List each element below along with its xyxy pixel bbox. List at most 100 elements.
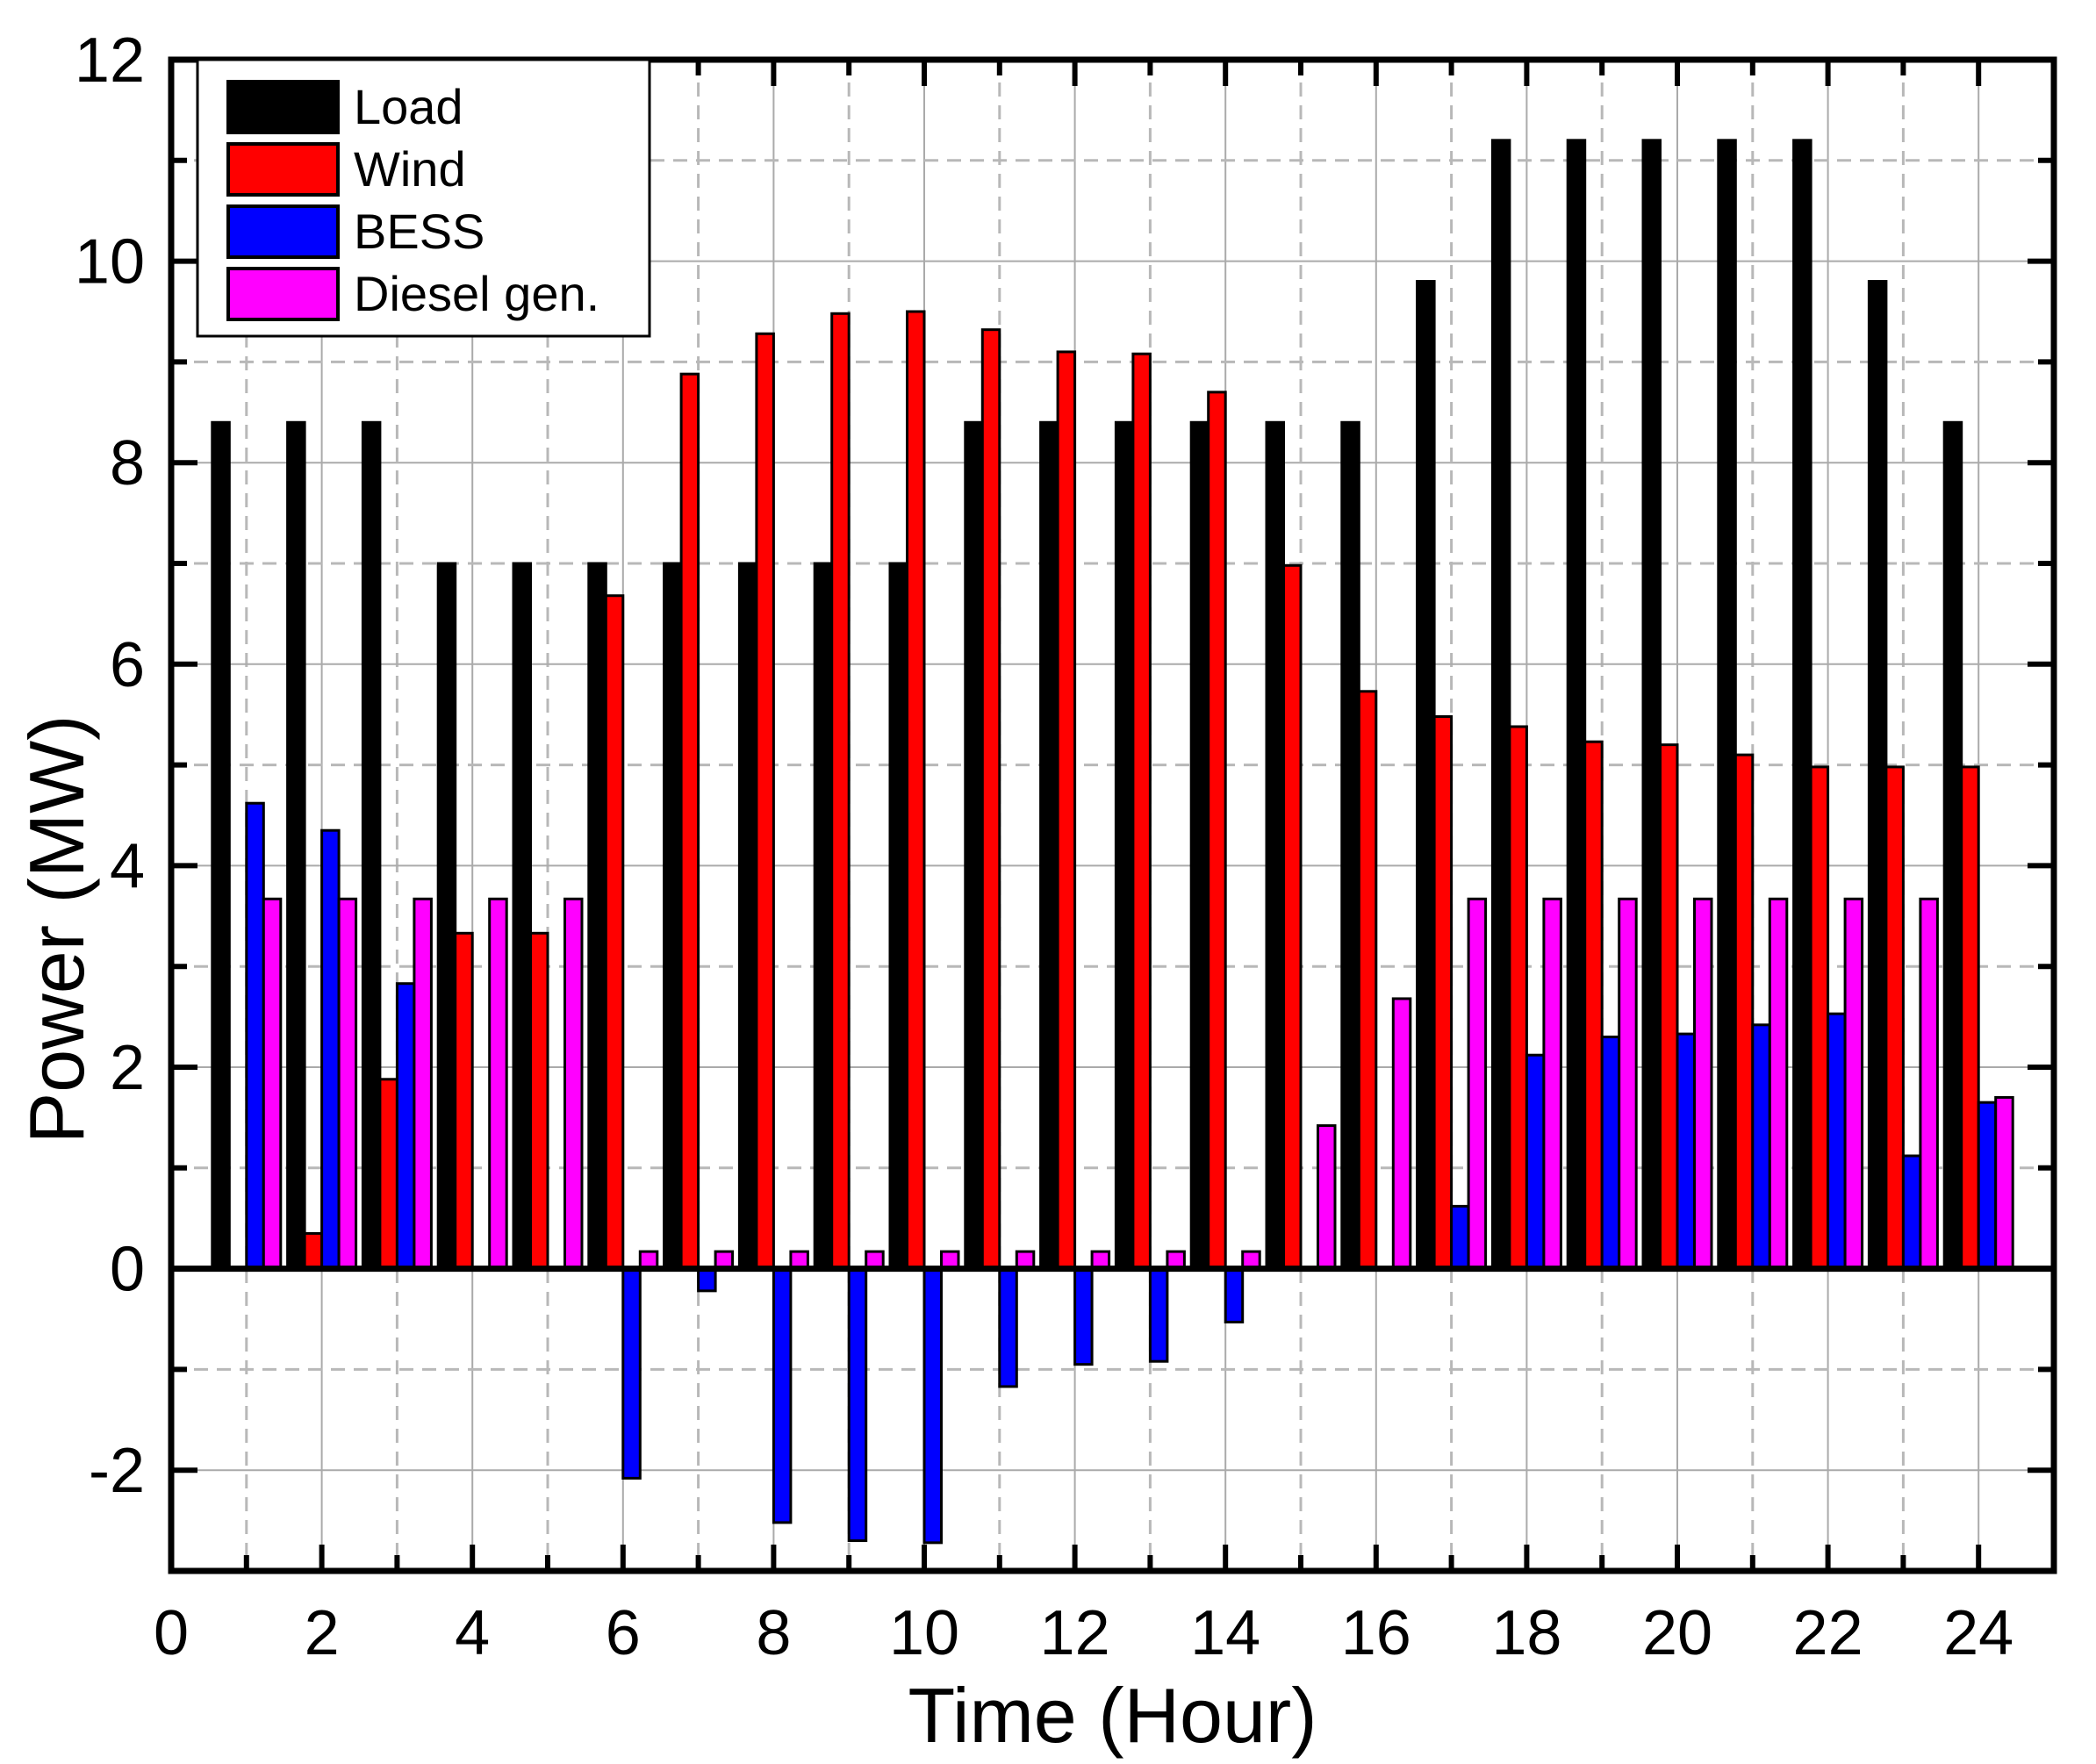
bar-bess-hour-1: [245, 801, 265, 1271]
bar-diesel-gen-hour-18: [1542, 897, 1562, 1271]
bar-load-hour-5: [512, 562, 532, 1271]
x-tick-label: 0: [154, 1598, 189, 1668]
bar-load-hour-23: [1867, 280, 1888, 1271]
bar-wind-hour-2: [303, 1231, 324, 1271]
bar-load-hour-8: [737, 562, 758, 1271]
bar-bess-hour-11: [998, 1267, 1018, 1388]
bar-bess-hour-24: [1977, 1101, 1998, 1271]
x-tick-label: 18: [1491, 1598, 1561, 1668]
bar-bess-hour-6: [621, 1267, 642, 1480]
bar-wind-hour-16: [1357, 690, 1378, 1271]
y-axis-title: Power (MW): [13, 715, 100, 1144]
legend-label-load: Load: [354, 79, 463, 134]
bar-load-hour-12: [1039, 420, 1059, 1271]
x-tick-label: 22: [1793, 1598, 1863, 1668]
y-tick-label: 8: [110, 428, 145, 498]
bar-load-hour-4: [436, 562, 457, 1271]
y-tick-label: -2: [89, 1436, 145, 1506]
legend-swatch-load: [226, 80, 340, 134]
bar-wind-hour-22: [1809, 765, 1830, 1271]
legend-label-bess: BESS: [354, 204, 485, 259]
bar-diesel-gen-hour-17: [1467, 897, 1488, 1271]
bar-wind-hour-8: [755, 332, 775, 1271]
bar-load-hour-20: [1641, 139, 1662, 1271]
x-tick-label: 24: [1943, 1598, 2013, 1668]
bar-bess-hour-19: [1600, 1036, 1621, 1271]
bar-diesel-gen-hour-1: [262, 897, 283, 1271]
x-tick-label: 20: [1642, 1598, 1712, 1668]
bar-wind-hour-17: [1432, 714, 1454, 1271]
y-tick-label: 4: [110, 831, 145, 901]
bar-load-hour-9: [813, 562, 834, 1271]
legend-label-wind: Wind: [354, 141, 466, 197]
bar-bess-hour-13: [1148, 1267, 1169, 1363]
legend-swatch-bess: [226, 204, 340, 259]
y-tick-label: 2: [110, 1033, 145, 1103]
bar-diesel-gen-hour-21: [1768, 897, 1789, 1271]
x-tick-label: 6: [606, 1598, 641, 1668]
x-tick-label: 8: [756, 1598, 791, 1668]
bar-load-hour-19: [1566, 139, 1587, 1271]
x-tick-label: 2: [305, 1598, 340, 1668]
bar-wind-hour-18: [1508, 725, 1528, 1271]
bar-diesel-gen-hour-5: [563, 897, 584, 1271]
x-tick-label: 10: [889, 1598, 959, 1668]
bar-load-hour-13: [1114, 420, 1135, 1271]
bar-wind-hour-10: [906, 310, 926, 1271]
bar-load-hour-22: [1792, 139, 1812, 1271]
bar-load-hour-24: [1942, 420, 1963, 1271]
bar-diesel-gen-hour-23: [1919, 897, 1939, 1271]
bar-bess-hour-14: [1224, 1267, 1245, 1323]
bar-diesel-gen-hour-15: [1317, 1124, 1337, 1271]
bar-diesel-gen-hour-22: [1843, 897, 1864, 1271]
x-tick-label: 14: [1190, 1598, 1260, 1668]
bar-bess-hour-3: [395, 982, 416, 1271]
bar-diesel-gen-hour-20: [1693, 897, 1713, 1271]
bar-bess-hour-7: [697, 1267, 717, 1293]
x-tick-label: 12: [1040, 1598, 1110, 1668]
bar-bess-hour-12: [1073, 1267, 1094, 1366]
bar-load-hour-15: [1265, 420, 1285, 1271]
plot-frame: [168, 56, 2057, 1574]
bar-diesel-gen-hour-4: [488, 897, 508, 1271]
bar-wind-hour-24: [1960, 765, 1980, 1271]
bar-wind-hour-3: [378, 1078, 398, 1271]
bar-wind-hour-19: [1583, 740, 1604, 1271]
bar-diesel-gen-hour-2: [337, 897, 358, 1271]
bar-wind-hour-5: [529, 931, 549, 1271]
x-axis-title: Time (Hour): [908, 1672, 1317, 1759]
bar-load-hour-17: [1416, 280, 1436, 1271]
y-tick-label: 6: [110, 630, 145, 700]
bar-wind-hour-23: [1884, 765, 1905, 1271]
bar-diesel-gen-hour-16: [1391, 997, 1412, 1271]
bar-load-hour-10: [888, 562, 908, 1271]
bar-wind-hour-6: [604, 594, 625, 1271]
bar-diesel-gen-hour-24: [1994, 1095, 2014, 1271]
bar-load-hour-21: [1717, 139, 1737, 1271]
bar-wind-hour-4: [454, 931, 474, 1271]
x-tick-label: 4: [455, 1598, 490, 1668]
bar-wind-hour-15: [1282, 563, 1303, 1271]
bar-load-hour-11: [964, 420, 984, 1271]
bar-load-hour-7: [663, 562, 683, 1271]
bar-bess-hour-18: [1525, 1053, 1546, 1271]
y-tick-label: 0: [110, 1235, 145, 1305]
bar-wind-hour-13: [1131, 352, 1152, 1271]
bar-wind-hour-14: [1207, 391, 1227, 1271]
bar-wind-hour-12: [1056, 350, 1077, 1271]
legend-swatch-diesel-gen: [226, 267, 340, 321]
bar-diesel-gen-hour-3: [413, 897, 433, 1271]
bar-load-hour-18: [1490, 139, 1511, 1271]
bar-bess-hour-23: [1901, 1154, 1922, 1271]
x-tick-label: 16: [1341, 1598, 1411, 1668]
bar-diesel-gen-hour-19: [1618, 897, 1638, 1271]
bar-load-hour-3: [361, 420, 382, 1271]
bar-bess-hour-10: [922, 1267, 943, 1545]
bar-load-hour-14: [1189, 420, 1210, 1271]
bar-bess-hour-2: [320, 828, 341, 1271]
legend: Load Wind BESS Diesel gen.: [196, 58, 651, 338]
y-tick-label: 12: [75, 25, 145, 96]
bar-load-hour-1: [211, 420, 231, 1271]
